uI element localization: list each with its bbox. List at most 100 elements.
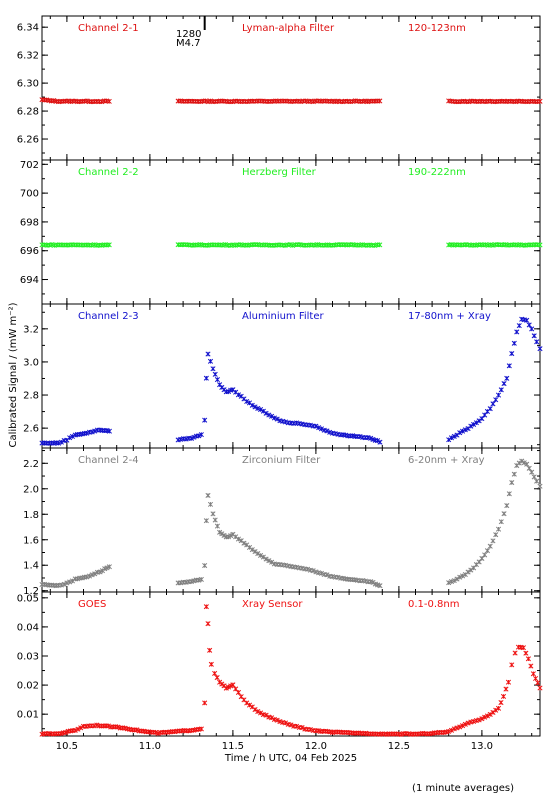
data-point xyxy=(500,693,507,699)
data-point xyxy=(451,726,457,732)
data-point xyxy=(202,562,208,569)
data-point xyxy=(495,526,502,532)
data-point xyxy=(255,405,261,411)
data-point xyxy=(203,518,209,524)
panel-channel-label: GOES xyxy=(78,599,106,610)
panel-2: 694 696 698 700 702 Channel 2-2 Herzberg Filte… xyxy=(20,159,543,305)
data-point xyxy=(252,404,258,410)
data-point xyxy=(235,536,241,542)
data-point xyxy=(454,576,460,582)
data-point xyxy=(377,439,383,445)
data-point xyxy=(274,717,280,723)
data-point xyxy=(305,566,311,572)
data-point xyxy=(313,423,319,429)
data-point xyxy=(208,661,214,667)
data-point xyxy=(89,572,95,578)
data-point xyxy=(484,713,490,719)
data-point xyxy=(249,547,255,553)
data-point xyxy=(484,548,490,554)
data-point xyxy=(299,724,305,731)
data-point xyxy=(75,726,81,732)
data-point xyxy=(459,723,466,729)
data-point xyxy=(534,478,540,484)
data-point xyxy=(196,433,202,439)
panel-frame xyxy=(41,591,541,737)
x-tick-label: 10.5 xyxy=(56,741,78,752)
data-point xyxy=(506,363,512,369)
data-point xyxy=(67,435,73,441)
flare-class-label: M4.7 xyxy=(176,38,201,49)
data-point xyxy=(205,351,211,357)
data-point xyxy=(503,686,509,692)
y-axis-title: Calibrated Signal / (mW m⁻²) xyxy=(8,302,19,447)
data-point xyxy=(318,570,324,576)
panel-filter-label: Xray Sensor xyxy=(242,599,303,610)
data-point xyxy=(252,707,258,713)
data-point xyxy=(521,460,527,466)
data-point xyxy=(506,491,512,497)
data-point xyxy=(260,554,266,560)
data-point xyxy=(471,421,477,427)
panel-filter-label: Zirconium Filter xyxy=(242,455,321,466)
data-point xyxy=(501,381,507,387)
data-point xyxy=(459,428,466,434)
data-point xyxy=(524,317,530,323)
data-point xyxy=(249,402,255,408)
data-point xyxy=(258,710,264,716)
panel-4: 1.2 1.4 1.6 1.8 2.0 2.2 Channel 2-4 Zirconium F… xyxy=(23,447,543,597)
data-point xyxy=(269,559,275,565)
data-point xyxy=(69,433,75,440)
data-point xyxy=(479,416,485,422)
y-tick-label: 6.26 xyxy=(17,135,39,146)
y-tick-label: 702 xyxy=(20,160,39,171)
data-point xyxy=(244,398,250,405)
panel-channel-label: Channel 2-4 xyxy=(78,455,139,466)
data-point xyxy=(106,242,112,248)
data-point xyxy=(514,329,520,335)
data-point xyxy=(459,573,466,579)
y-tick-label: 1.2 xyxy=(23,586,39,597)
panel-3: 2.6 2.8 3.0 3.2 Channel 2-3 Aluminium Filter 1… xyxy=(23,303,543,449)
data-point xyxy=(271,415,277,421)
data-point xyxy=(67,579,73,585)
x-tick-label: 12.5 xyxy=(388,741,410,752)
data-point xyxy=(198,576,204,582)
y-tick-label: 3.2 xyxy=(23,324,39,335)
data-point xyxy=(288,722,294,728)
data-point xyxy=(511,471,517,477)
data-point xyxy=(233,686,239,692)
panel-frame xyxy=(41,159,541,305)
data-point xyxy=(78,725,84,731)
data-point xyxy=(448,579,455,585)
data-point xyxy=(106,564,112,570)
data-point xyxy=(327,429,333,435)
data-point xyxy=(524,461,530,467)
data-point xyxy=(529,326,535,332)
data-point xyxy=(377,242,383,248)
data-point xyxy=(468,423,474,429)
data-point xyxy=(465,569,471,575)
data-point xyxy=(377,98,383,104)
data-point xyxy=(498,699,504,706)
data-series xyxy=(39,458,543,589)
data-point xyxy=(324,428,330,434)
panel-channel-label: Channel 2-2 xyxy=(78,167,139,178)
data-point xyxy=(505,679,512,685)
data-point xyxy=(476,717,482,723)
data-point xyxy=(446,728,452,734)
data-point xyxy=(324,572,330,578)
panel-frame xyxy=(41,15,541,161)
y-tick-label: 2.8 xyxy=(23,391,39,402)
data-point xyxy=(263,556,269,562)
y-tick-label: 0.05 xyxy=(17,593,39,604)
y-tick-label: 2.6 xyxy=(23,424,39,435)
data-point xyxy=(487,711,493,718)
data-point xyxy=(512,650,518,656)
data-point xyxy=(498,519,504,525)
panel-1: 6.26 6.28 6.30 6.32 6.34 Channel 2-1 Lyman-alp… xyxy=(17,15,543,161)
data-point xyxy=(258,552,264,559)
x-tick-label: 11.0 xyxy=(139,741,161,752)
data-point xyxy=(266,558,272,564)
footnote: (1 minute averages) xyxy=(412,783,514,794)
